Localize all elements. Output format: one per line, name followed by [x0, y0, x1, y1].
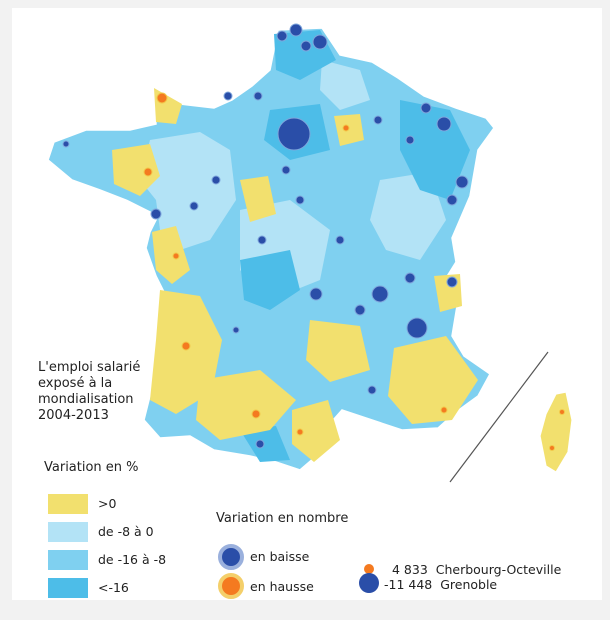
dot-ne-a	[436, 116, 452, 132]
dot-north-b	[253, 91, 263, 101]
zone-dark-ne	[400, 100, 470, 200]
dot-nord-a	[289, 23, 303, 37]
legend-baisse-symbol	[218, 544, 244, 570]
legend-hausse-symbol	[218, 573, 244, 599]
zone-dark-sw	[240, 426, 290, 462]
dot-paris	[277, 117, 311, 151]
dot-nord-b	[300, 40, 312, 52]
dot-brittany	[62, 140, 70, 148]
dot-sw-a	[255, 439, 265, 449]
zone-yellow-provence	[388, 336, 478, 424]
legend-label-0-8: de -8 à 0	[98, 524, 154, 539]
decline-symbols	[62, 23, 469, 449]
dot-marseille	[367, 385, 377, 395]
dot-east-a	[446, 276, 458, 288]
legend-max-symbol	[364, 564, 374, 574]
dot-ne-e	[405, 135, 415, 145]
dot-center-b	[354, 304, 366, 316]
dot-center-g	[281, 165, 291, 175]
dot-ne-c	[420, 102, 432, 114]
dot-east-b	[404, 272, 416, 284]
legend-min-value: -11 448	[384, 577, 433, 592]
legend-nombre-title: Variation en nombre	[216, 511, 349, 526]
dot-lille	[312, 34, 328, 50]
legend-swatch-8-16	[48, 550, 88, 570]
increase-symbols	[143, 92, 565, 451]
dot-ne-b	[455, 175, 469, 189]
legend-min-label: -11 448 Grenoble	[384, 577, 497, 592]
zone-light-north	[320, 60, 370, 110]
dot-inc-i	[296, 428, 304, 436]
dot-lyon	[371, 285, 389, 303]
dot-north-a	[223, 91, 233, 101]
zone-yellow-center	[306, 320, 370, 382]
dot-inc-e	[440, 406, 448, 414]
dot-inc-f	[559, 409, 565, 415]
legend-max-label: 4 833 Cherbourg-Octeville	[392, 562, 561, 577]
dot-inc-d	[172, 252, 180, 260]
zone-yellow-south	[292, 400, 340, 462]
dot-nord-c	[276, 30, 288, 42]
dot-center-e	[335, 235, 345, 245]
legend-label-8-16: de -16 à -8	[98, 552, 167, 567]
legend-swatch-0-8	[48, 522, 88, 542]
legend-hausse-label: en hausse	[250, 579, 314, 594]
dot-center-d	[295, 195, 305, 205]
zone-yellow-brittany	[112, 144, 160, 196]
legend-min-city: Grenoble	[440, 577, 498, 592]
dot-grenoble	[406, 317, 428, 339]
corsica	[539, 391, 573, 473]
dot-center-c	[257, 235, 267, 245]
dot-center-f	[232, 326, 240, 334]
legend-min-symbol	[359, 573, 379, 593]
legend-max-value: 4 833	[392, 562, 428, 577]
legend-max-city: Cherbourg-Octeville	[435, 562, 562, 577]
dot-ne-d	[446, 194, 458, 206]
legend-label-positive: >0	[98, 496, 117, 511]
dot-inc-g	[549, 445, 555, 451]
dot-inc-h	[342, 124, 350, 132]
dot-inc-a	[143, 167, 153, 177]
map-title: L'emploi salarié exposé à la mondialisat…	[38, 360, 141, 423]
dot-champagne	[373, 115, 383, 125]
dot-inc-b	[181, 341, 191, 351]
dot-center-a	[309, 287, 323, 301]
zone-yellow-champagne	[334, 114, 364, 146]
dot-west-b	[189, 201, 199, 211]
zone-dark-center	[240, 250, 300, 310]
dot-cherbourg	[156, 92, 168, 104]
dot-west-a	[150, 208, 162, 220]
zone-yellow-west	[152, 226, 190, 284]
zone-yellow-sw	[196, 370, 296, 440]
zone-light-east	[370, 172, 446, 260]
legend-label-lt16: <-16	[98, 580, 129, 595]
dot-west-c	[211, 175, 221, 185]
corsica-separator-line	[449, 351, 549, 483]
zone-yellow-centre-west	[240, 176, 276, 222]
legend-baisse-label: en baisse	[250, 549, 310, 564]
legend-swatch-lt16	[48, 578, 88, 598]
legend-pct-title: Variation en %	[44, 460, 139, 475]
legend-swatch-positive	[48, 494, 88, 514]
dot-inc-c	[251, 409, 261, 419]
zone-light-west	[140, 132, 236, 250]
